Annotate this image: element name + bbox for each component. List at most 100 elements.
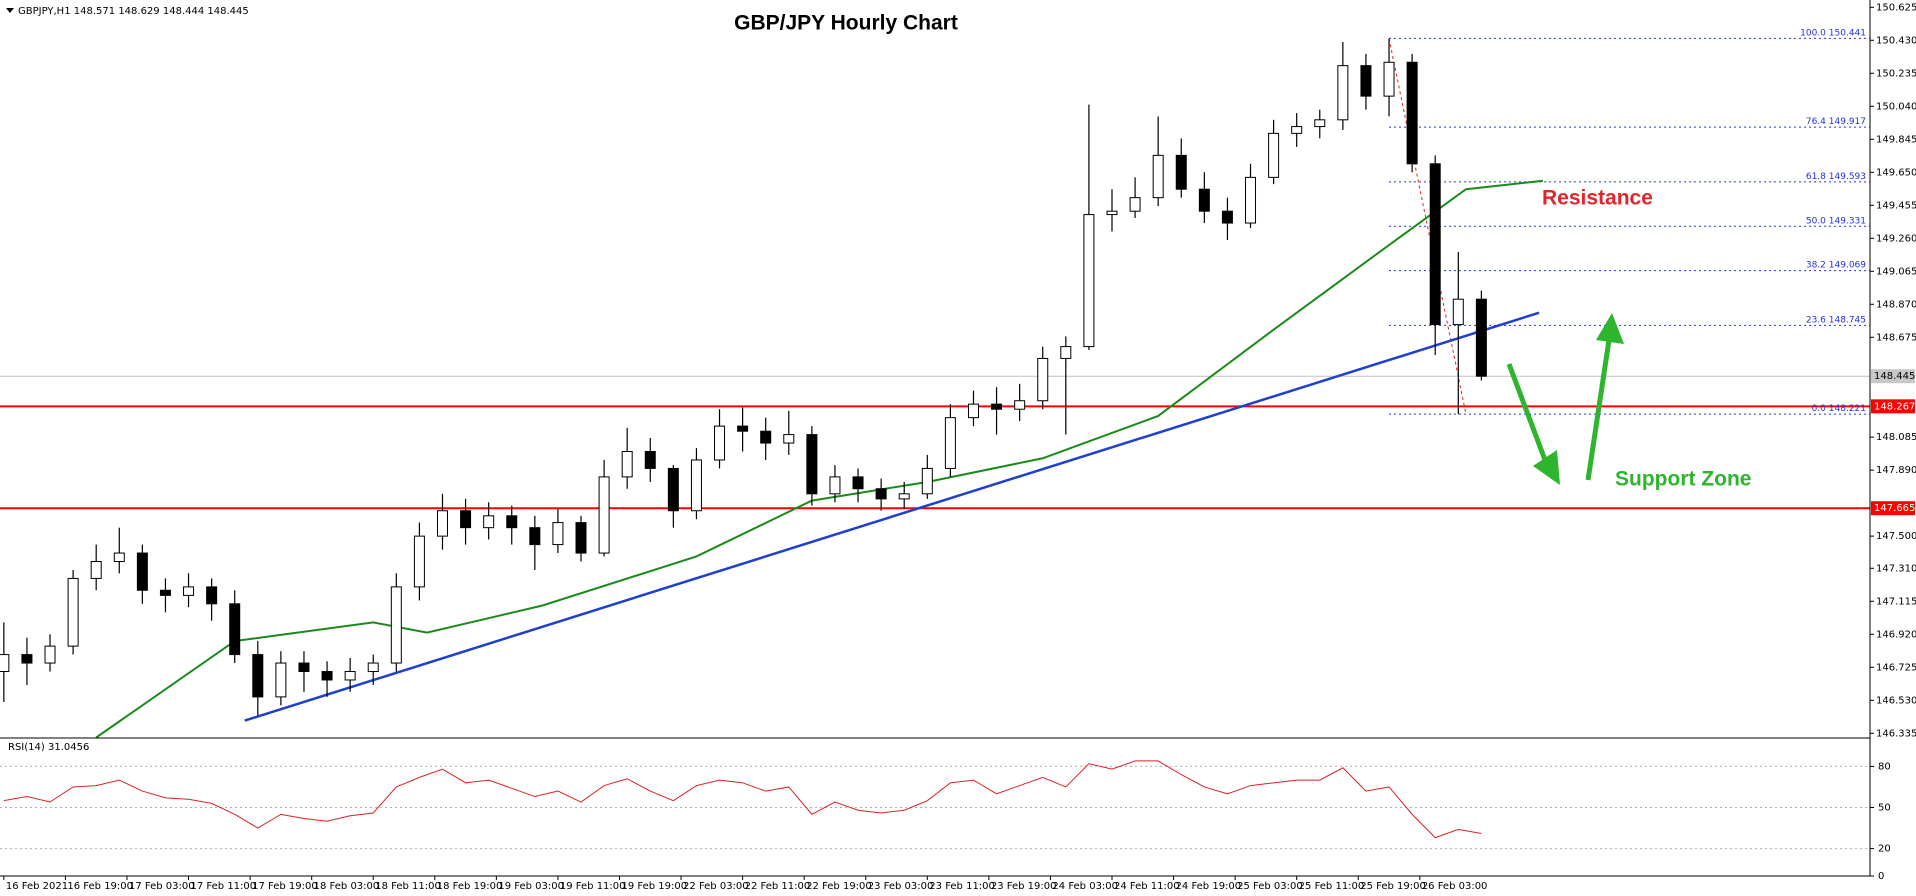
price-box	[1871, 501, 1915, 516]
price-box-label: 148.267	[1874, 401, 1915, 412]
x-tick-label: 16 Feb 2021	[6, 881, 68, 892]
candle-body	[1198, 188, 1210, 212]
candle-body	[1245, 176, 1257, 224]
candle-body	[483, 515, 495, 529]
fib-price: 150.441	[1829, 28, 1866, 38]
fib-label: 100.0 150.441	[1800, 28, 1866, 38]
rsi-tick-label: 50	[1878, 803, 1891, 814]
x-tick-label: 17 Feb 19:00	[252, 881, 318, 892]
candle-body	[275, 662, 287, 698]
x-tick-label: 19 Feb 03:00	[498, 881, 564, 892]
fib-price: 149.917	[1829, 117, 1866, 127]
moving-average	[95, 179, 1544, 739]
y-tick-label: 146.530	[1876, 695, 1916, 706]
y-tick-label: 150.430	[1876, 35, 1916, 46]
price-box-label: 147.665	[1874, 503, 1915, 514]
x-tick-label: 25 Feb 19:00	[1360, 881, 1426, 892]
candle-body	[967, 403, 979, 419]
y-tick-label: 150.625	[1876, 2, 1916, 13]
candle-body	[1360, 65, 1372, 97]
candle-body	[898, 493, 910, 500]
candle-body	[552, 522, 564, 546]
trendline	[244, 311, 1540, 722]
quote-high: 148.629	[118, 6, 159, 17]
candle-body	[90, 561, 102, 579]
y-tick-label: 147.890	[1876, 465, 1916, 476]
candle-body	[344, 671, 356, 681]
fib-ratio: 38.2	[1806, 260, 1826, 270]
candle-body	[852, 476, 864, 490]
x-tick-label: 24 Feb 19:00	[1176, 881, 1242, 892]
y-tick-label: 149.065	[1876, 266, 1916, 277]
x-tick-label: 24 Feb 11:00	[1114, 881, 1180, 892]
candle-body	[321, 671, 333, 681]
fib-price: 149.593	[1829, 171, 1866, 181]
candle-body	[1060, 346, 1072, 359]
candle-body	[136, 552, 148, 591]
x-tick-label: 17 Feb 11:00	[191, 881, 257, 892]
price-pane: 100.0 150.441 76.4 149.917 61.8 149.593 50.…	[0, 28, 1870, 739]
candle-body	[1406, 61, 1418, 165]
x-tick-label: 25 Feb 11:00	[1299, 881, 1365, 892]
candle-body	[1129, 197, 1141, 212]
y-tick-label: 149.455	[1876, 200, 1916, 211]
rsi-tick-label: 20	[1878, 844, 1891, 855]
fib-ratio: 76.4	[1806, 117, 1826, 127]
fib-price: 148.745	[1829, 315, 1866, 325]
fib-ratio: 61.8	[1806, 171, 1826, 181]
fib-ratio: 23.6	[1806, 315, 1826, 325]
fib-label: 50.0 149.331	[1806, 216, 1866, 226]
candle-body	[806, 434, 818, 495]
fib-ratio: 0.0	[1812, 404, 1827, 414]
candle-body	[1452, 298, 1464, 326]
rsi-name: RSI(14)	[8, 742, 45, 753]
candle-body	[644, 451, 656, 469]
rsi-header: RSI(14) 31.0456	[8, 742, 89, 753]
fib-price: 148.221	[1829, 404, 1866, 414]
fib-label: 38.2 149.069	[1806, 260, 1866, 270]
x-tick-label: 22 Feb 03:00	[683, 881, 749, 892]
candle-body	[1152, 154, 1164, 199]
candle-body	[621, 451, 633, 478]
price-box-label: 148.445	[1874, 371, 1915, 382]
x-tick-label: 24 Feb 03:00	[1052, 881, 1118, 892]
y-tick-label: 146.335	[1876, 728, 1916, 739]
candle-body	[113, 552, 125, 563]
candle-body	[690, 459, 702, 512]
candle-body	[390, 586, 402, 664]
x-tick-label: 23 Feb 19:00	[991, 881, 1057, 892]
fib-ratio: 100.0	[1800, 28, 1826, 38]
chart-title: GBP/JPY Hourly Chart	[734, 12, 958, 35]
quote-open: 148.571	[74, 6, 115, 17]
candle-body	[1221, 210, 1233, 224]
quote-close: 148.445	[207, 6, 248, 17]
rsi-current: 31.0456	[48, 742, 89, 753]
candle-body	[1383, 61, 1395, 97]
x-tick-label: 17 Feb 03:00	[129, 881, 195, 892]
candle-body	[159, 589, 171, 596]
fib-label: 0.0 148.221	[1812, 404, 1866, 414]
candle-body	[921, 467, 933, 495]
candle-body	[21, 654, 33, 664]
candle-body	[598, 476, 610, 554]
x-tick-label: 19 Feb 11:00	[560, 881, 626, 892]
y-tick-label: 148.675	[1876, 332, 1916, 343]
candle-body	[575, 522, 587, 554]
candle-body	[829, 476, 841, 495]
candle-body	[506, 515, 518, 529]
x-tick-label: 18 Feb 19:00	[437, 881, 503, 892]
candle-body	[252, 654, 264, 698]
candle-body	[1291, 126, 1303, 134]
candle-body	[1014, 400, 1026, 410]
down-arrow	[1506, 363, 1548, 461]
fib-anchor-line	[1388, 38, 1467, 415]
x-tick-label: 23 Feb 03:00	[868, 881, 934, 892]
x-tick-label: 25 Feb 03:00	[1237, 881, 1303, 892]
candle-body	[1314, 119, 1326, 128]
menu-triangle	[6, 8, 14, 13]
y-tick-label: 149.845	[1876, 134, 1916, 145]
x-tick-label: 19 Feb 19:00	[621, 881, 687, 892]
candle-body	[667, 467, 679, 512]
candle-body	[1268, 132, 1280, 178]
